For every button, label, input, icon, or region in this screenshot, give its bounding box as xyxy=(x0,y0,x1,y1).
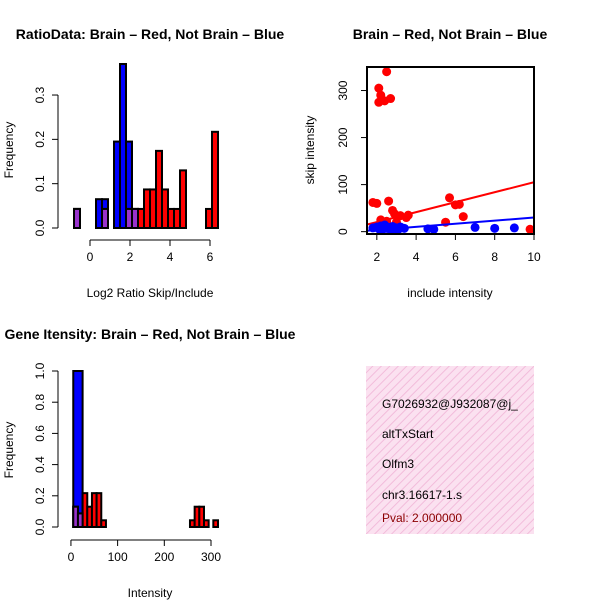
intensity-x-tick-label: 100 xyxy=(108,550,128,564)
scatter-point-brain xyxy=(374,83,384,93)
ratio-bar-overlap xyxy=(131,207,139,229)
scatter-point-brain xyxy=(454,199,464,209)
intensity-y-tick-label: 0.0 xyxy=(33,518,47,535)
intensity-x-tick-label: 200 xyxy=(154,550,174,564)
info-line: chr3.16617-1.s xyxy=(382,488,462,502)
ratio-bar-brain xyxy=(211,130,219,230)
intensity-bar-brain xyxy=(198,505,205,529)
intensity-bar-not-brain xyxy=(72,370,84,528)
scatter-x-tick-label: 10 xyxy=(527,250,541,264)
intensity-chart-title: Gene Itensity: Brain – Red, Not Brain – … xyxy=(5,326,296,342)
scatter-x-axis-label: include intensity xyxy=(407,286,492,300)
info-panel: G7026932@J932087@j_ altTxStart Olfm3 chr3.1… xyxy=(366,366,534,534)
scatter-point-brain xyxy=(445,193,455,203)
scatter-plot-box xyxy=(366,66,535,235)
ratio-x-tick-label: 4 xyxy=(167,250,174,264)
ratio-chart-title: RatioData: Brain – Red, Not Brain – Blue xyxy=(16,26,285,42)
info-line: G7026932@J932087@j_ xyxy=(382,397,518,411)
intensity-histogram-panel: Gene Itensity: Brain – Red, Not Brain – … xyxy=(2,326,296,600)
scatter-point-brain xyxy=(386,94,396,104)
ratio-y-axis-label: Frequency xyxy=(2,122,16,179)
ratio-y-tick-label: 0.1 xyxy=(33,175,47,192)
pval-text: Pval: 2.000000 xyxy=(382,511,462,525)
intensity-bar-brain xyxy=(202,519,210,528)
scatter-point-brain xyxy=(382,67,392,77)
ratio-x-tick-label: 6 xyxy=(207,250,214,264)
info-line: altTxStart xyxy=(382,427,434,441)
intensity-bar-overlap xyxy=(76,512,84,528)
ratio-bar-overlap xyxy=(73,207,81,229)
scatter-x-tick-label: 6 xyxy=(452,250,459,264)
ratio-x-axis-label: Log2 Ratio Skip/Include xyxy=(87,286,214,300)
ratio-y-tick-label: 0.2 xyxy=(33,131,47,148)
scatter-point-not-brain xyxy=(470,222,480,232)
ratio-bar-overlap xyxy=(101,207,109,229)
scatter-x-tick-label: 8 xyxy=(491,250,498,264)
scatter-point-brain xyxy=(403,210,413,220)
intensity-x-axis-label: Intensity xyxy=(128,586,173,600)
intensity-bar-brain xyxy=(100,519,107,528)
ratio-histogram-panel: RatioData: Brain – Red, Not Brain – Blue… xyxy=(2,26,284,300)
ratio-y-tick-label: 0.0 xyxy=(33,219,47,236)
intensity-bar-brain xyxy=(212,519,219,528)
intensity-x-tick-label: 300 xyxy=(201,550,221,564)
intensity-y-tick-label: 1.0 xyxy=(33,362,47,379)
scatter-point-brain xyxy=(384,196,394,206)
ratio-x-tick-label: 2 xyxy=(127,250,134,264)
ratio-bar-brain xyxy=(179,169,187,229)
info-box-hatch xyxy=(366,366,534,534)
scatter-point-not-brain xyxy=(509,223,519,233)
scatter-point-not-brain xyxy=(490,223,500,233)
intensity-scatter-panel: Brain – Red, Not Brain – Blue include in… xyxy=(303,26,547,300)
ratio-y-tick-label: 0.3 xyxy=(33,86,47,103)
intensity-y-tick-label: 0.8 xyxy=(33,394,47,411)
scatter-chart-title: Brain – Red, Not Brain – Blue xyxy=(353,26,548,42)
scatter-x-tick-label: 4 xyxy=(413,250,420,264)
intensity-x-tick-label: 0 xyxy=(68,550,75,564)
scatter-y-tick-label: 200 xyxy=(336,127,350,147)
scatter-point-brain xyxy=(458,212,468,222)
intensity-y-tick-label: 0.4 xyxy=(33,456,47,473)
scatter-y-tick-label: 0 xyxy=(336,228,350,235)
scatter-y-tick-label: 300 xyxy=(336,80,350,100)
scatter-point-brain xyxy=(372,198,382,208)
intensity-y-axis-label: Frequency xyxy=(2,422,16,479)
scatter-point-not-brain xyxy=(399,223,409,233)
intensity-y-tick-label: 0.6 xyxy=(33,425,47,442)
info-line: Olfm3 xyxy=(382,457,414,471)
scatter-y-tick-label: 100 xyxy=(336,174,350,194)
scatter-point-brain xyxy=(525,224,534,234)
ratio-x-tick-label: 0 xyxy=(87,250,94,264)
scatter-x-tick-label: 2 xyxy=(373,250,380,264)
intensity-bar-brain xyxy=(95,492,103,529)
scatter-point-not-brain xyxy=(429,224,439,234)
intensity-y-tick-label: 0.2 xyxy=(33,487,47,504)
scatter-y-axis-label: skip intensity xyxy=(303,116,317,185)
